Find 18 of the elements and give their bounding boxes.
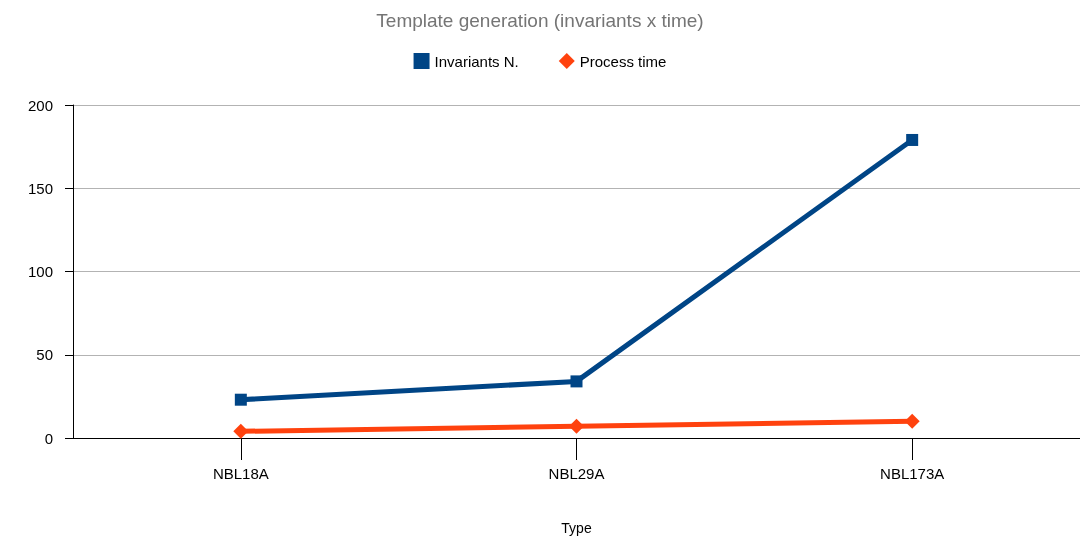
- legend-label: Invariants N.: [434, 52, 519, 70]
- y-tick-label: 100: [27, 263, 53, 280]
- y-tick-label: 150: [27, 179, 53, 197]
- point: [233, 423, 249, 439]
- point: [234, 393, 247, 406]
- y-tick-label: 0: [44, 429, 53, 447]
- chart-title: Template generation (invariants x time): [376, 10, 704, 31]
- legend-label: Process time: [579, 52, 667, 70]
- x-tick-label: NBL18A: [212, 465, 269, 482]
- point: [904, 413, 920, 429]
- x-axis-title: Type: [561, 520, 592, 536]
- y-tick-label: 200: [27, 96, 53, 114]
- y-tick-label: 50: [36, 346, 53, 364]
- x-tick-label: NBL173A: [880, 465, 945, 482]
- point: [906, 133, 919, 146]
- point: [570, 375, 583, 388]
- x-tick-label: NBL29A: [548, 465, 605, 482]
- point: [569, 418, 584, 434]
